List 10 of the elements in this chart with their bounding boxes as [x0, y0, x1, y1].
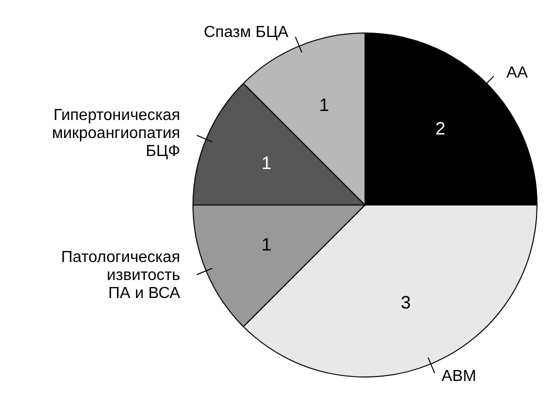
- data-label: 2: [435, 118, 446, 138]
- slice-label: Спазм БЦА: [204, 24, 289, 42]
- slice-label: АА: [506, 64, 528, 82]
- data-label: 3: [400, 292, 411, 312]
- slice-label: Патологическая извитость ПА и ВСА: [61, 249, 181, 302]
- data-label: 1: [261, 234, 272, 255]
- slice-label: АВМ: [442, 368, 476, 386]
- data-label: 1: [319, 95, 330, 116]
- slice-label: Гипертоническая микроангиопатия БЦФ: [52, 107, 180, 160]
- data-label: 1: [261, 152, 272, 173]
